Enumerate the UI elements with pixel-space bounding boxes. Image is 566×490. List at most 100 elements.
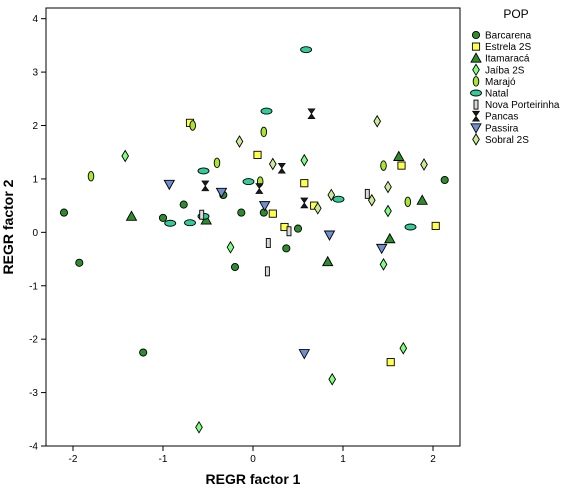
point-ja-ba-2s (328, 372, 337, 386)
legend-marker-estrela-2s (471, 42, 481, 51)
legend-marker-passira (470, 123, 482, 134)
legend-label-itamarac: Itamaracá (485, 54, 530, 65)
point-pancas (277, 162, 286, 174)
y-tick-label: 4 (32, 14, 38, 25)
legend-marker-maraj (472, 76, 480, 87)
point-maraj (404, 196, 412, 208)
point-ja-ba-2s (379, 258, 388, 271)
point-sobral-2s (327, 188, 336, 202)
legend-marker-barcarena (471, 30, 481, 40)
point-sobral-2s (367, 193, 376, 207)
point-barcarena (293, 224, 303, 233)
point-nova-porteirinha (364, 188, 370, 199)
legend-marker-itamarac (470, 52, 482, 63)
point-passira (298, 349, 311, 360)
point-itamarac (416, 194, 428, 205)
data-points (59, 46, 449, 434)
point-maraj (380, 160, 387, 171)
y-axis-ticks: 4 3 2 1 0 -1 -2 -3 -4 (29, 14, 46, 453)
x-tick-label: -2 (69, 454, 78, 465)
legend-marker-pancas (471, 110, 481, 122)
point-natal (184, 219, 196, 227)
y-tick-label: 2 (32, 121, 38, 132)
point-pancas (307, 108, 316, 120)
point-maraj (260, 126, 268, 138)
point-maraj (213, 157, 221, 169)
point-natal (300, 46, 313, 54)
point-nova-porteirinha (265, 238, 271, 248)
point-ja-ba-2s (226, 240, 235, 254)
point-estrela-2s (386, 358, 395, 367)
point-sobral-2s (420, 158, 428, 171)
x-tick-label: 2 (430, 454, 436, 465)
point-estrela-2s (397, 161, 406, 170)
point-ja-ba-2s (384, 204, 392, 218)
plot-frame (45, 7, 461, 447)
point-itamarac (384, 232, 396, 244)
x-tick-label: 0 (250, 454, 256, 465)
legend-marker-ja-ba-2s (472, 63, 480, 77)
point-nova-porteirinha (199, 209, 205, 220)
point-ja-ba-2s (399, 341, 408, 355)
point-barcarena (259, 208, 268, 217)
legend-label-natal: Natal (485, 89, 508, 100)
point-maraj (87, 171, 95, 182)
legend-label-pancas: Pancas (485, 112, 518, 123)
legend-marker-sobral-2s (472, 133, 480, 146)
point-pancas (300, 197, 309, 209)
point-barcarena (440, 175, 449, 185)
legend-label-ja-ba-2s: Jaíba 2S (485, 65, 525, 76)
point-barcarena (158, 213, 168, 222)
y-tick-label: -1 (29, 281, 38, 292)
legend-label-passira: Passira (485, 123, 519, 134)
legend-label-barcarena: Barcarena (485, 31, 532, 42)
legend-label-sobral-2s: Sobral 2S (485, 135, 529, 146)
point-barcarena (230, 263, 240, 272)
legend-marker-nova-porteirinha (473, 99, 479, 110)
point-pancas (255, 183, 264, 194)
point-natal (332, 195, 345, 203)
point-natal (260, 107, 273, 115)
point-maraj (189, 120, 196, 131)
y-axis-title: REGR factor 2 (0, 179, 16, 274)
y-tick-label: 3 (32, 68, 38, 79)
x-axis-ticks: -2 -1 0 1 2 (69, 446, 436, 465)
point-passira (258, 201, 271, 212)
point-passira (215, 187, 228, 199)
point-sobral-2s (373, 114, 382, 128)
point-nova-porteirinha (286, 226, 292, 237)
point-barcarena (237, 208, 246, 217)
y-tick-label: 0 (32, 228, 38, 239)
point-pancas (201, 180, 210, 192)
y-tick-label: -3 (29, 388, 38, 399)
point-natal (164, 219, 177, 227)
point-natal (404, 223, 417, 231)
point-estrela-2s (253, 150, 262, 159)
x-axis-title: REGR factor 1 (206, 471, 301, 487)
point-itamarac (321, 255, 334, 267)
point-itamarac (393, 150, 405, 161)
point-ja-ba-2s (300, 153, 309, 167)
legend-label-estrela-2s: Estrela 2S (485, 42, 531, 53)
legend-label-nova-porteirinha: Nova Porteirinha (485, 100, 560, 111)
y-tick-label: -4 (29, 442, 38, 453)
point-barcarena (139, 348, 148, 357)
point-passira (163, 179, 176, 191)
point-barcarena (282, 244, 291, 253)
point-estrela-2s (268, 209, 277, 218)
legend-marker-natal (470, 89, 482, 97)
point-barcarena (179, 200, 188, 209)
point-estrela-2s (300, 179, 309, 188)
y-tick-label: 1 (32, 174, 38, 185)
point-natal (242, 178, 255, 186)
x-tick-label: 1 (340, 454, 346, 465)
point-estrela-2s (431, 221, 440, 230)
point-sobral-2s (268, 157, 277, 171)
y-tick-label: -2 (29, 335, 38, 346)
point-sobral-2s (235, 135, 244, 148)
point-barcarena (59, 208, 69, 217)
x-tick-label: -1 (159, 454, 168, 465)
point-natal (197, 167, 210, 175)
point-ja-ba-2s (121, 149, 130, 163)
